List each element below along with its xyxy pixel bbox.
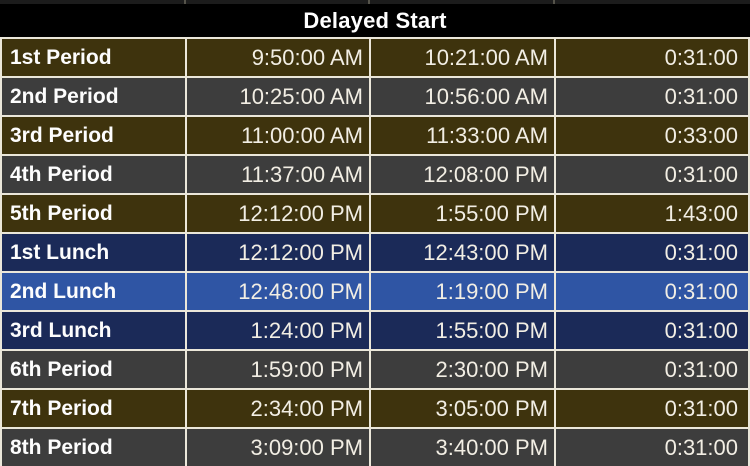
period-cell: 2nd Lunch xyxy=(10,279,117,303)
table-body: 1st Period 9:50:00 AM 10:21:00 AM 0:31:00 2n… xyxy=(0,37,750,466)
duration-cell: 0:33:00 xyxy=(554,117,748,154)
duration-cell: 0:31:00 xyxy=(554,390,748,427)
end-time-cell: 1:55:00 PM xyxy=(369,312,554,349)
cropped-row-strip xyxy=(0,0,750,4)
start-time-cell: 11:00:00 AM xyxy=(185,117,369,154)
table-row: 1st Period 9:50:00 AM 10:21:00 AM 0:31:00 xyxy=(2,37,748,76)
column-divider xyxy=(553,0,555,4)
end-time-cell: 2:30:00 PM xyxy=(369,351,554,388)
table-row: 3rd Lunch 1:24:00 PM 1:55:00 PM 0:31:00 xyxy=(2,310,748,349)
start-time-cell: 2:34:00 PM xyxy=(185,390,369,427)
duration-cell: 0:31:00 xyxy=(554,234,748,271)
duration-cell: 1:43:00 xyxy=(554,195,748,232)
period-cell: 7th Period xyxy=(10,396,113,420)
end-time-cell: 10:56:00 AM xyxy=(369,78,554,115)
end-time-cell: 1:55:00 PM xyxy=(369,195,554,232)
duration-cell: 0:31:00 xyxy=(554,351,748,388)
period-cell: 3rd Period xyxy=(10,123,114,147)
period-cell: 8th Period xyxy=(10,435,113,459)
start-time-cell: 9:50:00 AM xyxy=(185,39,369,76)
period-cell: 6th Period xyxy=(10,357,113,381)
end-time-cell: 11:33:00 AM xyxy=(369,117,554,154)
period-cell: 2nd Period xyxy=(10,84,119,108)
period-cell: 4th Period xyxy=(10,162,113,186)
table-row: 8th Period 3:09:00 PM 3:40:00 PM 0:31:00 xyxy=(2,427,748,466)
period-cell: 1st Period xyxy=(10,45,112,69)
start-time-cell: 1:24:00 PM xyxy=(185,312,369,349)
duration-cell: 0:31:00 xyxy=(554,429,748,466)
table-row: 3rd Period 11:00:00 AM 11:33:00 AM 0:33:00 xyxy=(2,115,748,154)
table-title: Delayed Start xyxy=(0,4,750,37)
table-row: 6th Period 1:59:00 PM 2:30:00 PM 0:31:00 xyxy=(2,349,748,388)
start-time-cell: 12:12:00 PM xyxy=(185,234,369,271)
duration-cell: 0:31:00 xyxy=(554,273,748,310)
table-row: 2nd Period 10:25:00 AM 10:56:00 AM 0:31:00 xyxy=(2,76,748,115)
table-row: 7th Period 2:34:00 PM 3:05:00 PM 0:31:00 xyxy=(2,388,748,427)
end-time-cell: 1:19:00 PM xyxy=(369,273,554,310)
table-row: 1st Lunch 12:12:00 PM 12:43:00 PM 0:31:00 xyxy=(2,232,748,271)
duration-cell: 0:31:00 xyxy=(554,39,748,76)
duration-cell: 0:31:00 xyxy=(554,312,748,349)
table-row: 5th Period 12:12:00 PM 1:55:00 PM 1:43:00 xyxy=(2,193,748,232)
start-time-cell: 3:09:00 PM xyxy=(185,429,369,466)
column-divider xyxy=(368,0,370,4)
period-cell: 5th Period xyxy=(10,201,113,225)
table-row: 4th Period 11:37:00 AM 12:08:00 PM 0:31:00 xyxy=(2,154,748,193)
period-cell: 1st Lunch xyxy=(10,240,110,264)
end-time-cell: 3:40:00 PM xyxy=(369,429,554,466)
duration-cell: 0:31:00 xyxy=(554,156,748,193)
end-time-cell: 12:08:00 PM xyxy=(369,156,554,193)
period-cell: 3rd Lunch xyxy=(10,318,112,342)
end-time-cell: 3:05:00 PM xyxy=(369,390,554,427)
start-time-cell: 12:48:00 PM xyxy=(185,273,369,310)
table-row: 2nd Lunch 12:48:00 PM 1:19:00 PM 0:31:00 xyxy=(2,271,748,310)
end-time-cell: 12:43:00 PM xyxy=(369,234,554,271)
column-divider xyxy=(184,0,186,4)
end-time-cell: 10:21:00 AM xyxy=(369,39,554,76)
start-time-cell: 12:12:00 PM xyxy=(185,195,369,232)
duration-cell: 0:31:00 xyxy=(554,78,748,115)
start-time-cell: 11:37:00 AM xyxy=(185,156,369,193)
start-time-cell: 10:25:00 AM xyxy=(185,78,369,115)
start-time-cell: 1:59:00 PM xyxy=(185,351,369,388)
